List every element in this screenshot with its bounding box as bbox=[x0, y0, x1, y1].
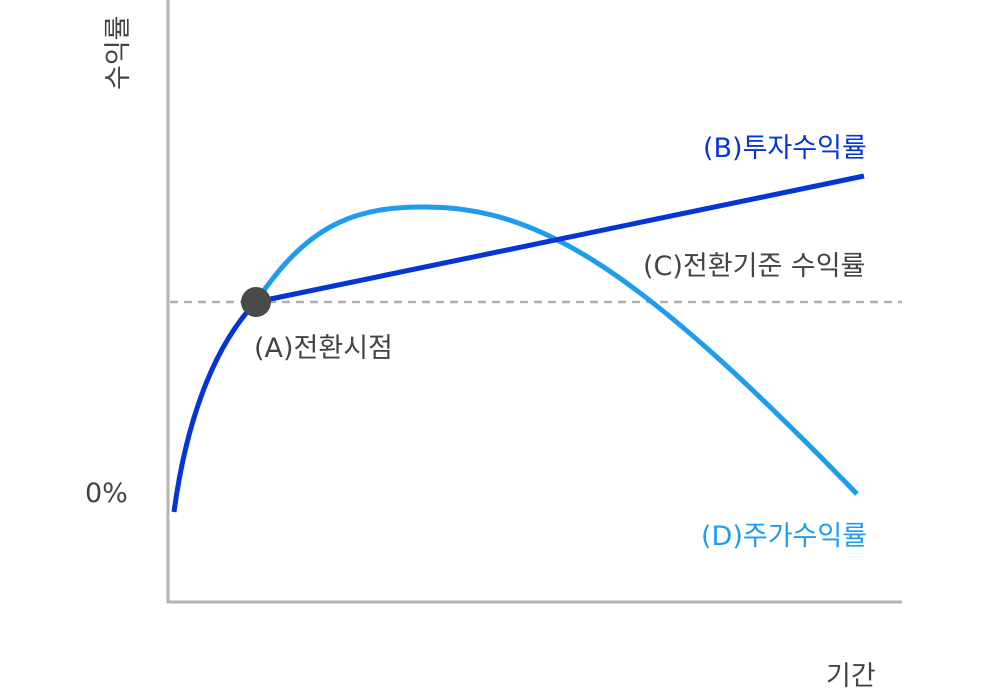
x-axis-label: 기간 bbox=[826, 661, 876, 692]
conversion-point bbox=[241, 287, 271, 317]
investment-return-line bbox=[255, 173, 865, 305]
y-axis-label: 수익률 bbox=[103, 15, 134, 90]
label-stock-return: (D)주가수익률 bbox=[701, 521, 868, 552]
investment-return-early-curve bbox=[171, 300, 258, 513]
label-conversion-point: (A)전환시점 bbox=[254, 333, 393, 364]
zero-label: 0% bbox=[85, 478, 128, 509]
label-investment-return: (B)투자수익률 bbox=[703, 133, 867, 164]
stock-return-curve bbox=[253, 204, 859, 496]
label-threshold-return: (C)전환기준 수익률 bbox=[643, 251, 866, 282]
